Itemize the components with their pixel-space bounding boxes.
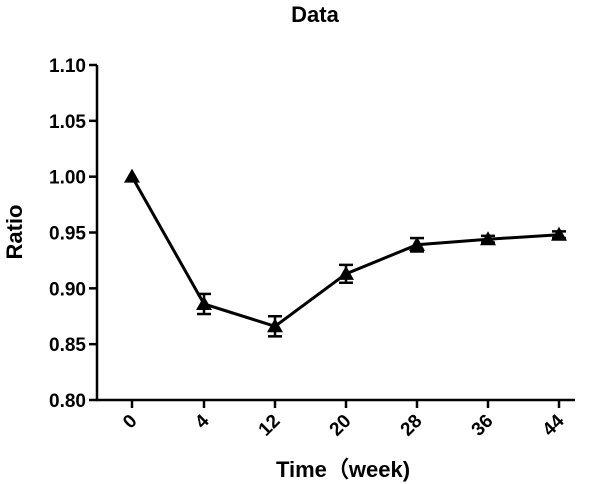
x-axis-label: Time（week) [276, 457, 410, 482]
data-point [480, 231, 496, 246]
y-tick-label: 0.90 [49, 279, 86, 300]
data-point [267, 318, 283, 333]
data-point [196, 295, 212, 310]
x-tick-label: 4 [191, 410, 214, 433]
data-point [338, 265, 354, 280]
x-tick-label: 44 [539, 410, 569, 440]
x-tick-label: 36 [468, 411, 498, 441]
x-tick-label: 12 [255, 411, 285, 441]
y-axis-ticks: 0.80 0.85 0.90 0.95 1.00 1.05 1.10 [49, 56, 97, 412]
data-point [409, 236, 425, 251]
data-point [124, 168, 140, 183]
y-axis-label: Ratio [2, 205, 27, 260]
series-line [130, 175, 560, 328]
y-tick-label: 1.10 [49, 56, 86, 77]
chart-title: Data [291, 2, 339, 27]
y-tick-label: 1.00 [49, 168, 86, 189]
x-tick-label: 28 [397, 411, 427, 441]
y-tick-label: 0.95 [49, 224, 86, 245]
y-tick-label: 0.80 [49, 391, 86, 412]
data-series [124, 168, 567, 338]
data-point [551, 226, 567, 241]
y-tick-label: 1.05 [49, 112, 86, 133]
x-tick-label: 0 [119, 411, 141, 433]
x-tick-label: 20 [326, 411, 356, 441]
y-tick-label: 0.85 [49, 335, 86, 356]
axes [95, 65, 575, 402]
x-axis-ticks: 0 4 12 20 28 36 44 [119, 400, 569, 440]
